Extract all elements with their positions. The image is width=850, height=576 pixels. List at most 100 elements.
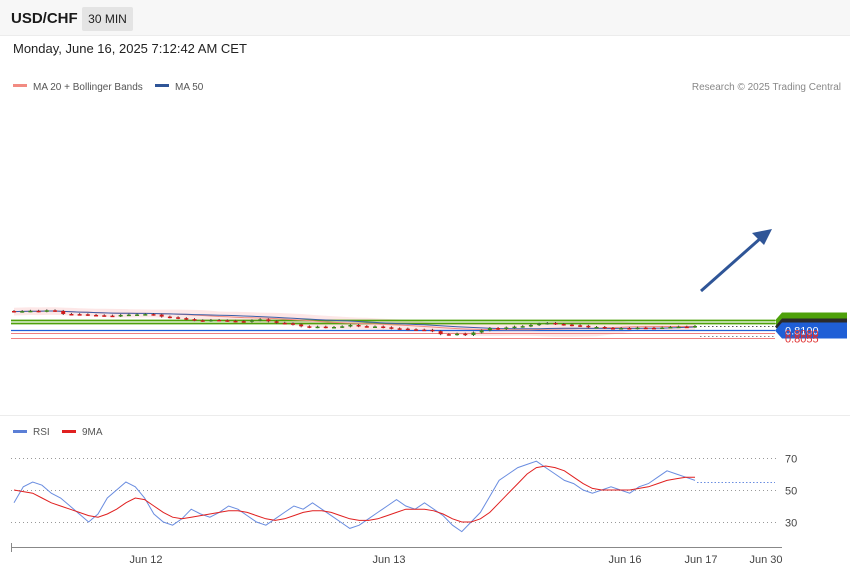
candle-body [520, 326, 525, 328]
legend-label: MA 50 [175, 82, 204, 93]
candle-body [446, 334, 451, 336]
candle-body [610, 327, 615, 330]
candle-body [635, 327, 640, 330]
candle [151, 313, 156, 316]
rsi-legend: RSI 9MA [13, 427, 103, 438]
candle-body [660, 327, 665, 329]
candle-body [69, 313, 74, 316]
candle [20, 310, 25, 313]
forecast-arrow [700, 229, 772, 293]
chart-legend: MA 20 + Bollinger Bands MA 50 [13, 82, 204, 93]
rsi-level-label: 50 [785, 486, 797, 498]
level-label: 0.8080 [785, 329, 819, 341]
candle-body [602, 326, 607, 329]
candle-body [479, 330, 484, 333]
candle [586, 324, 591, 329]
candle [578, 324, 583, 327]
candle [143, 313, 148, 316]
candle [340, 325, 345, 328]
timeframe-button[interactable]: 30 MIN [82, 7, 133, 31]
candle-body [561, 323, 566, 326]
candle-body [118, 314, 123, 317]
candle [660, 326, 665, 329]
rsi-legend-swatch [62, 430, 76, 433]
candle-body [282, 322, 287, 325]
candle [397, 327, 402, 330]
candle-body [528, 324, 533, 327]
candle-body [397, 328, 402, 330]
candle [184, 317, 189, 321]
candle [389, 326, 394, 330]
candle-body [364, 326, 369, 328]
candle [102, 314, 107, 317]
candle-body [373, 326, 378, 328]
rsi-legend-label: RSI [33, 427, 50, 438]
arrow-head [752, 229, 772, 245]
candle-body [438, 331, 443, 335]
candle-body [651, 327, 656, 330]
candle [643, 326, 648, 330]
candle [266, 318, 271, 323]
rsi-legend-label: 9MA [82, 427, 103, 438]
candle-body [290, 323, 295, 325]
candle-body [135, 314, 140, 316]
time-label: Jun 16 [608, 554, 641, 566]
candle [208, 318, 213, 322]
price-level-0.8055: 0.8055 [11, 334, 819, 346]
ma50-line [13, 310, 696, 330]
candle-body [578, 325, 583, 327]
candle [217, 318, 222, 322]
candle-body [102, 315, 107, 317]
candle [176, 316, 181, 320]
candle [167, 315, 172, 319]
candles [12, 309, 697, 337]
candle-body [249, 320, 254, 322]
candle [225, 319, 230, 322]
panel-divider [0, 415, 850, 416]
price-level-0.8100: 0.8100 [11, 322, 847, 339]
candle [430, 328, 435, 333]
candle-body [20, 311, 25, 313]
candle-body [323, 326, 328, 329]
time-label: Jun 17 [684, 554, 717, 566]
candle-body [151, 314, 156, 316]
candle-body [126, 314, 131, 317]
candle [520, 325, 525, 328]
candle [241, 320, 246, 323]
candle-body [110, 315, 115, 318]
candle [200, 319, 205, 322]
candle [504, 326, 509, 330]
candle-body [184, 318, 189, 320]
candle [381, 325, 386, 329]
level-label: 0.8100 [785, 326, 819, 338]
candle [159, 313, 164, 318]
candle-body [44, 310, 49, 312]
candle [693, 324, 697, 328]
candle-body [53, 310, 58, 312]
candle-body [266, 319, 271, 322]
candle [446, 333, 451, 336]
candle-body [619, 327, 624, 330]
candle [545, 321, 550, 325]
candle-body [405, 328, 410, 331]
time-label: Jun 13 [372, 554, 405, 566]
candle-body [331, 326, 336, 329]
candle [414, 328, 419, 331]
legend-swatch [155, 84, 169, 87]
candle [331, 325, 336, 329]
time-label: Jun 30 [749, 554, 782, 566]
candle [676, 325, 681, 329]
candle [110, 314, 115, 318]
rsi-legend-swatch [13, 430, 27, 433]
candle-body [28, 310, 33, 313]
candle-body [274, 321, 279, 323]
candle-body [627, 327, 632, 330]
candle [282, 321, 287, 325]
candle-body [77, 314, 82, 316]
candle [373, 325, 378, 328]
candle-body [693, 325, 697, 328]
candle-body [167, 316, 172, 319]
candle [684, 325, 689, 329]
candle [537, 322, 542, 326]
price-level-0.8080: 0.8080 [11, 329, 819, 341]
